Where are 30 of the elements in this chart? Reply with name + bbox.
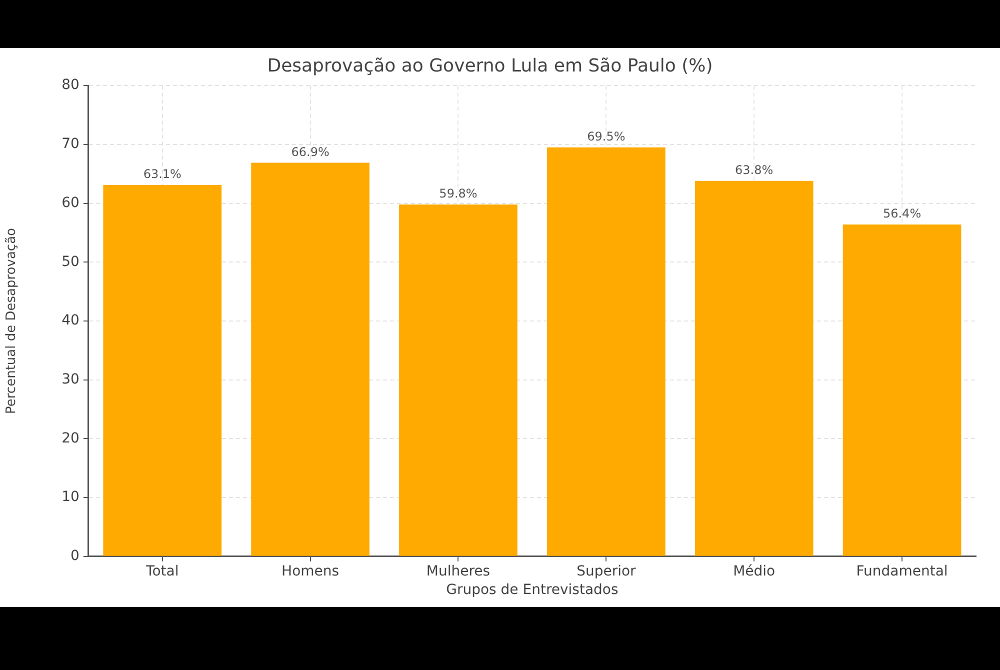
y-tick-label: 70 [62,136,80,152]
bar [694,180,814,556]
data-label: 63.8% [735,163,774,178]
bar [103,185,222,556]
x-tick-label: Superior [576,563,636,580]
bar [842,224,962,556]
y-tick-label: 80 [62,77,80,94]
bar [547,147,666,556]
y-tick-label: 0 [70,548,80,564]
data-label: 66.9% [291,144,330,159]
bar [251,162,370,556]
x-tick-label: Homens [282,563,340,580]
x-tick-label: Médio [733,563,776,580]
y-tick-label: 30 [62,371,80,388]
data-label: 59.8% [439,186,478,201]
y-tick-label: 60 [62,194,80,211]
x-axis-title: Grupos de Entrevistados [446,582,618,598]
y-axis-title: Percentual de Desaprovação [4,228,20,414]
data-label: 63.1% [143,167,182,182]
y-tick-label: 50 [62,254,80,270]
x-tick-label: Fundamental [856,563,948,580]
y-tick-label: 40 [62,312,80,329]
bar [399,204,518,556]
x-tick-label: Mulheres [426,563,490,580]
chart-title: Desaprovação ao Governo Lula em São Paulo (%) [267,55,713,76]
data-label: 56.4% [882,206,922,221]
y-tick-label: 20 [62,430,80,446]
x-tick-label: Total [145,563,179,580]
y-tick-label: 10 [62,489,80,506]
data-label: 69.5% [587,130,626,144]
